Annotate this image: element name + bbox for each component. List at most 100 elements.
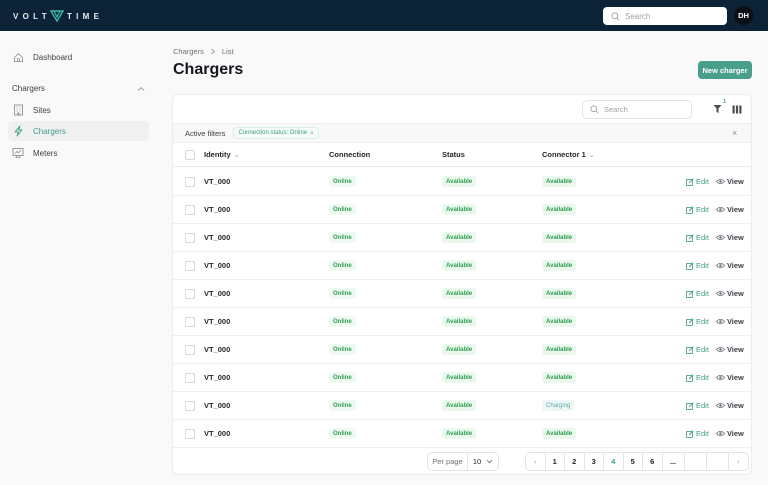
edit-button[interactable]: Edit [686, 373, 709, 382]
column-label: Connector 1 [542, 150, 586, 159]
eye-icon [715, 234, 725, 241]
columns-icon[interactable] [732, 105, 742, 114]
view-label: View [726, 261, 744, 270]
edit-button[interactable]: Edit [686, 261, 709, 270]
breadcrumb-chargers-link[interactable]: Chargers [173, 47, 204, 56]
edit-button[interactable]: Edit [686, 429, 709, 438]
lightning-icon [12, 125, 24, 137]
column-header-connector-1[interactable]: Connector 1 ⌄ [542, 143, 595, 166]
status-badge: Available [442, 232, 477, 243]
edit-button[interactable]: Edit [686, 233, 709, 242]
edit-icon [686, 233, 694, 242]
edit-icon [686, 261, 694, 270]
table-row[interactable]: VT_000 Online Available Available Edit V… [173, 364, 751, 392]
edit-button[interactable]: Edit [686, 317, 709, 326]
row-checkbox[interactable] [185, 260, 195, 271]
per-page-select[interactable]: Per page 10 [427, 452, 499, 471]
row-checkbox[interactable] [185, 372, 195, 383]
row-checkbox[interactable] [185, 344, 195, 355]
page-button-3[interactable]: 3 [585, 453, 604, 470]
table-row[interactable]: VT_000 Online Available Available Edit V… [173, 196, 751, 224]
page-button-empty[interactable] [707, 453, 729, 470]
page-button-ellipsis[interactable]: ... [663, 453, 685, 470]
status-badge: Available [442, 260, 477, 271]
edit-button[interactable]: Edit [686, 401, 709, 410]
row-checkbox[interactable] [185, 428, 195, 439]
view-button[interactable]: View [715, 373, 744, 382]
filter-count-badge: 1 [723, 99, 727, 105]
row-checkbox[interactable] [185, 316, 195, 327]
connection-badge: Online [329, 400, 356, 411]
row-actions: Edit View [686, 364, 744, 391]
column-header-status: Status [442, 143, 465, 166]
view-button[interactable]: View [715, 177, 744, 186]
view-button[interactable]: View [715, 261, 744, 270]
sidebar-section-chargers[interactable]: Chargers [12, 84, 145, 93]
sidebar-item-chargers[interactable]: Chargers [8, 121, 149, 141]
view-button[interactable]: View [715, 233, 744, 242]
edit-label: Edit [696, 261, 709, 270]
select-all-checkbox[interactable] [185, 149, 195, 160]
view-label: View [726, 317, 744, 326]
chevron-down-icon: ⌄ [588, 151, 595, 159]
view-button[interactable]: View [715, 401, 744, 410]
table-row[interactable]: VT_000 Online Available Charging Edit Vi… [173, 392, 751, 420]
global-search-input[interactable]: Search [603, 7, 727, 25]
status-badge: Available [442, 428, 477, 439]
view-button[interactable]: View [715, 289, 744, 298]
row-checkbox[interactable] [185, 232, 195, 243]
table-row[interactable]: VT_000 Online Available Available Edit V… [173, 252, 751, 280]
page-title: Chargers [173, 61, 244, 78]
view-label: View [726, 373, 744, 382]
column-header-identity[interactable]: Identity ⌄ [204, 143, 240, 166]
new-charger-button[interactable]: New charger [698, 61, 752, 79]
page-button-2[interactable]: 2 [565, 453, 585, 470]
view-label: View [726, 345, 744, 354]
voltime-logo[interactable]: VOLT TIME [13, 10, 103, 22]
table-search-input[interactable]: Search [582, 100, 692, 119]
row-checkbox[interactable] [185, 204, 195, 215]
table-row[interactable]: VT_000 Online Available Available Edit V… [173, 168, 751, 196]
table-row[interactable]: VT_000 Online Available Available Edit V… [173, 336, 751, 364]
remove-filter-icon[interactable]: × [310, 129, 314, 137]
table-row[interactable]: VT_000 Online Available Available Edit V… [173, 224, 751, 252]
row-checkbox[interactable] [185, 176, 195, 187]
sidebar-item-dashboard[interactable]: Dashboard [8, 47, 149, 67]
edit-label: Edit [696, 289, 709, 298]
page-button-4[interactable]: 4 [604, 453, 624, 470]
edit-button[interactable]: Edit [686, 345, 709, 354]
page-button-1[interactable]: 1 [546, 453, 565, 470]
chevron-down-icon [486, 459, 493, 464]
view-button[interactable]: View [715, 429, 744, 438]
identity-cell: VT_000 [204, 317, 231, 326]
table-row[interactable]: VT_000 Online Available Available Edit V… [173, 308, 751, 336]
table-row[interactable]: VT_000 Online Available Available Edit V… [173, 420, 751, 448]
next-page-button[interactable]: › [737, 457, 740, 466]
user-avatar[interactable]: DH [734, 6, 753, 25]
filter-chip-connection-status[interactable]: Connection status: Online × [233, 127, 319, 139]
search-icon [590, 105, 599, 114]
page-button-6[interactable]: 6 [643, 453, 663, 470]
sidebar-item-meters[interactable]: Meters [8, 143, 149, 163]
edit-button[interactable]: Edit [686, 289, 709, 298]
previous-page-button[interactable]: ‹ [526, 453, 546, 470]
eye-icon [715, 374, 725, 381]
page-button-empty[interactable] [685, 453, 707, 470]
status-badge: Available [442, 400, 477, 411]
row-checkbox[interactable] [185, 288, 195, 299]
table-row[interactable]: VT_000 Online Available Available Edit V… [173, 280, 751, 308]
edit-button[interactable]: Edit [686, 177, 709, 186]
view-button[interactable]: View [715, 205, 744, 214]
clear-filters-icon[interactable]: × [732, 128, 738, 138]
identity-cell: VT_000 [204, 345, 231, 354]
edit-button[interactable]: Edit [686, 205, 709, 214]
sidebar-item-sites[interactable]: Sites [8, 100, 149, 120]
view-label: View [726, 289, 744, 298]
view-button[interactable]: View [715, 317, 744, 326]
row-checkbox[interactable] [185, 400, 195, 411]
page-button-5[interactable]: 5 [624, 453, 643, 470]
view-button[interactable]: View [715, 345, 744, 354]
filter-icon[interactable] [713, 104, 722, 114]
row-actions: Edit View [686, 168, 744, 195]
per-page-value[interactable]: 10 [468, 453, 498, 470]
